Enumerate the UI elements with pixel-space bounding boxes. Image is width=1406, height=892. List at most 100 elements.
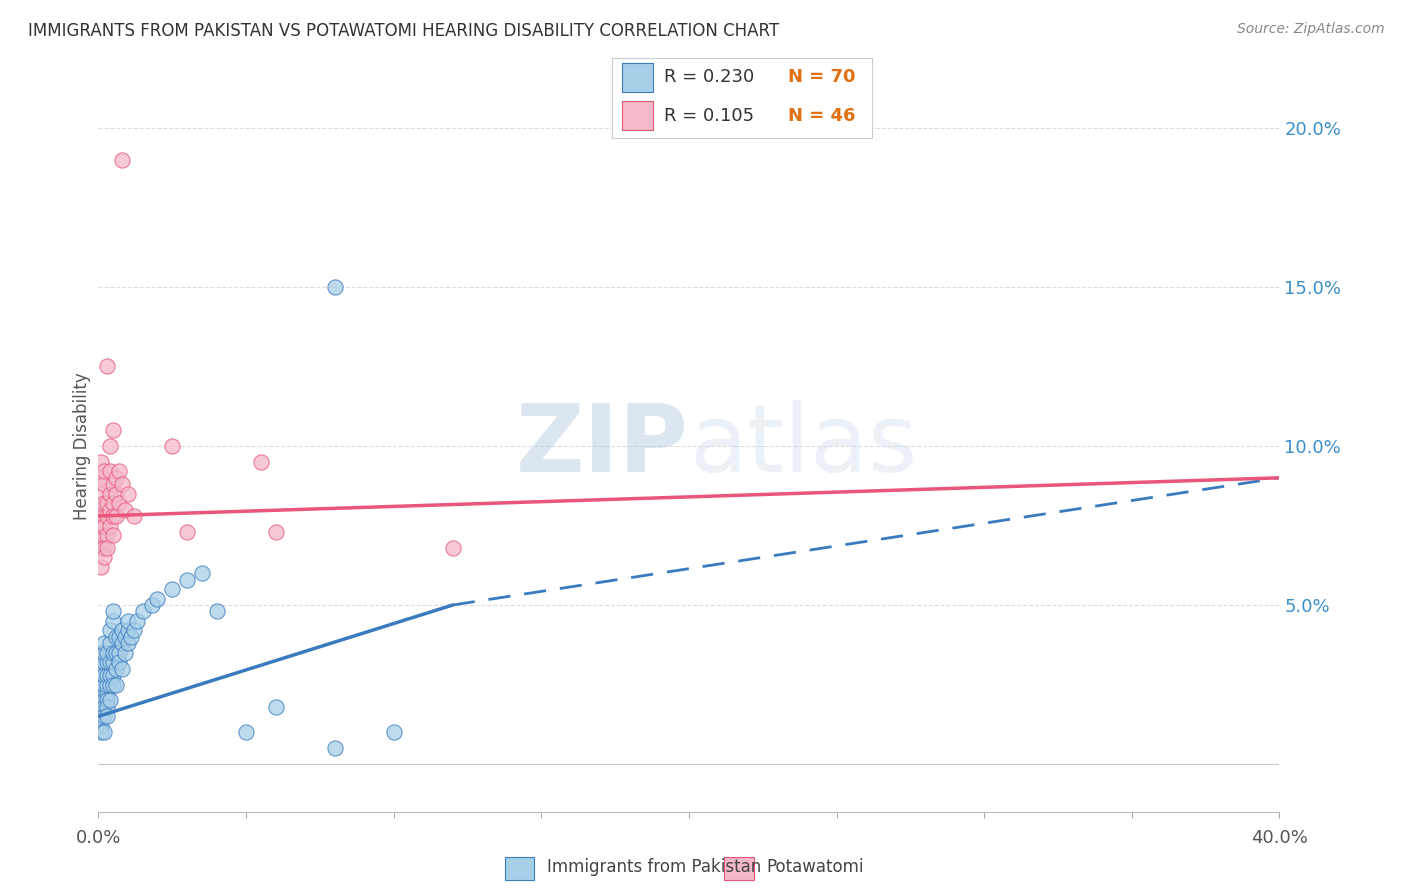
Point [103, 668, 125, 682]
Point [90, 719, 112, 733]
Point [93, 636, 115, 650]
Point [93, 508, 115, 523]
Point [96, 687, 118, 701]
Point [111, 624, 134, 638]
Point [98, 624, 121, 638]
Point [103, 655, 125, 669]
Point [90, 725, 112, 739]
Point [98, 502, 121, 516]
Point [98, 486, 121, 500]
Point [93, 668, 115, 682]
Point [105, 471, 128, 485]
Bar [621, 102, 654, 130]
Point [176, 524, 198, 539]
Point [250, 455, 273, 469]
Point [98, 668, 121, 682]
Text: N = 46: N = 46 [789, 107, 856, 125]
Point [103, 677, 125, 691]
Point [93, 528, 115, 542]
Text: Potawatomi: Potawatomi [766, 858, 863, 877]
Point [105, 662, 128, 676]
Point [96, 677, 118, 691]
Text: ZIP: ZIP [516, 400, 689, 492]
Point [90, 518, 112, 533]
Text: 40.0%: 40.0% [1251, 829, 1308, 847]
Point [98, 693, 121, 707]
Text: R = 0.105: R = 0.105 [664, 107, 754, 125]
Point [264, 699, 287, 714]
Point [103, 477, 125, 491]
Point [105, 677, 128, 691]
Point [93, 496, 115, 510]
Point [117, 624, 139, 638]
Point [117, 486, 139, 500]
Point [96, 541, 118, 555]
Point [90, 534, 112, 549]
Point [90, 709, 112, 723]
Point [111, 662, 134, 676]
Point [90, 677, 112, 691]
Point [90, 502, 112, 516]
Point [382, 725, 405, 739]
Point [90, 662, 112, 676]
Point [93, 646, 115, 660]
Point [117, 636, 139, 650]
Point [90, 486, 112, 500]
Point [105, 486, 128, 500]
Point [93, 677, 115, 691]
Point [111, 636, 134, 650]
Point [90, 687, 112, 701]
Point [103, 423, 125, 437]
Point [96, 508, 118, 523]
Text: R = 0.230: R = 0.230 [664, 69, 754, 87]
Point [176, 573, 198, 587]
Point [108, 646, 131, 660]
Point [105, 630, 128, 644]
Point [98, 518, 121, 533]
Point [108, 465, 131, 479]
Point [96, 655, 118, 669]
Point [93, 518, 115, 533]
Bar [621, 62, 654, 92]
Text: IMMIGRANTS FROM PAKISTAN VS POTAWATOMI HEARING DISABILITY CORRELATION CHART: IMMIGRANTS FROM PAKISTAN VS POTAWATOMI H… [28, 22, 779, 40]
Point [96, 496, 118, 510]
Bar [724, 857, 754, 880]
Point [125, 614, 148, 628]
Point [108, 655, 131, 669]
Point [90, 559, 112, 574]
Point [323, 280, 346, 294]
Point [162, 582, 183, 596]
Point [90, 471, 112, 485]
Point [96, 528, 118, 542]
Y-axis label: Hearing Disability: Hearing Disability [73, 372, 91, 520]
Text: atlas: atlas [689, 400, 917, 492]
Point [93, 465, 115, 479]
Point [103, 646, 125, 660]
Point [108, 630, 131, 644]
Point [122, 624, 145, 638]
Point [98, 465, 121, 479]
Point [98, 636, 121, 650]
Point [103, 508, 125, 523]
Point [93, 693, 115, 707]
Point [111, 153, 134, 167]
Text: N = 70: N = 70 [789, 69, 856, 87]
Point [111, 477, 134, 491]
Point [98, 677, 121, 691]
Point [93, 655, 115, 669]
Point [122, 508, 145, 523]
Bar [505, 857, 534, 880]
Point [90, 668, 112, 682]
Point [205, 604, 228, 618]
Point [96, 359, 118, 374]
Point [103, 614, 125, 628]
Text: Immigrants from Pakistan: Immigrants from Pakistan [547, 858, 761, 877]
Point [90, 693, 112, 707]
Point [93, 699, 115, 714]
Point [96, 709, 118, 723]
Point [323, 741, 346, 756]
Point [264, 524, 287, 539]
Point [146, 591, 169, 606]
Point [93, 541, 115, 555]
Point [114, 646, 136, 660]
